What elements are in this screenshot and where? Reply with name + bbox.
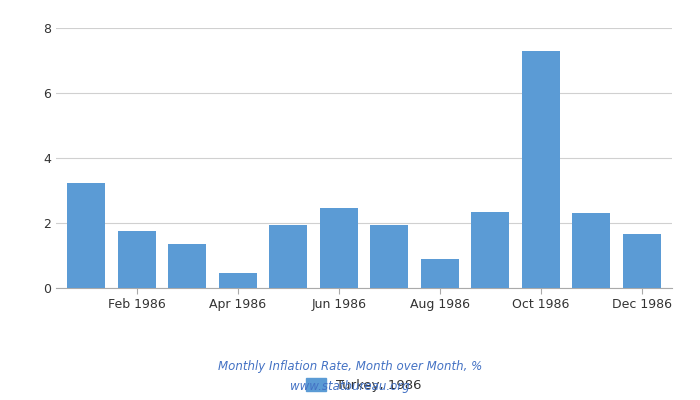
Text: www.statbureau.org: www.statbureau.org [290,380,410,393]
Bar [270,225,307,288]
Bar [67,183,105,288]
Text: Monthly Inflation Rate, Month over Month, %: Monthly Inflation Rate, Month over Month… [218,360,482,373]
Bar [370,225,408,288]
Bar [421,259,458,288]
Legend: Turkey, 1986: Turkey, 1986 [301,372,427,397]
Bar [320,208,358,288]
Bar [522,51,560,288]
Bar [219,273,257,288]
Bar [118,231,155,288]
Bar [623,234,661,288]
Bar [573,213,610,288]
Bar [471,212,509,288]
Bar [168,244,206,288]
